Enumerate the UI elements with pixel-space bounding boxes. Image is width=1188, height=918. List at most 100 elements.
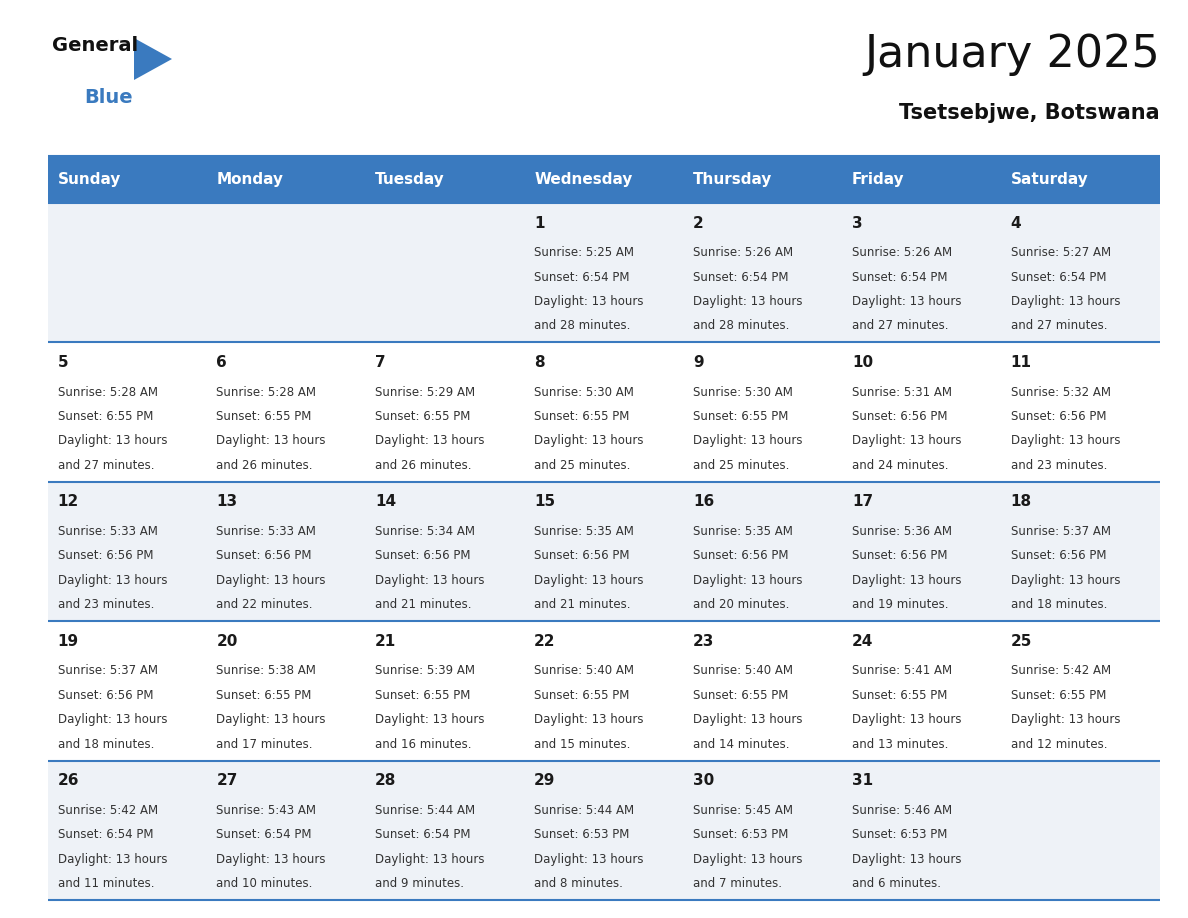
Text: and 13 minutes.: and 13 minutes. <box>852 737 948 751</box>
Bar <box>207 156 366 203</box>
Text: 12: 12 <box>57 495 78 509</box>
Bar <box>366 621 525 761</box>
Text: 6: 6 <box>216 355 227 370</box>
Text: 17: 17 <box>852 495 873 509</box>
Text: and 20 minutes.: and 20 minutes. <box>693 599 789 611</box>
Text: January 2025: January 2025 <box>864 33 1159 76</box>
Text: Daylight: 13 hours: Daylight: 13 hours <box>1011 434 1120 447</box>
Text: 29: 29 <box>535 773 556 789</box>
Bar <box>842 342 1001 482</box>
Text: Sunday: Sunday <box>57 172 121 187</box>
Text: Sunset: 6:55 PM: Sunset: 6:55 PM <box>535 410 630 423</box>
Text: Daylight: 13 hours: Daylight: 13 hours <box>375 574 485 587</box>
Text: Sunrise: 5:44 AM: Sunrise: 5:44 AM <box>375 804 475 817</box>
Text: Friday: Friday <box>852 172 904 187</box>
Bar <box>525 482 683 621</box>
Text: and 23 minutes.: and 23 minutes. <box>1011 459 1107 472</box>
Bar <box>48 342 207 482</box>
Text: Sunset: 6:56 PM: Sunset: 6:56 PM <box>852 549 947 563</box>
Text: Daylight: 13 hours: Daylight: 13 hours <box>852 713 961 726</box>
Text: Daylight: 13 hours: Daylight: 13 hours <box>852 574 961 587</box>
Text: Sunrise: 5:45 AM: Sunrise: 5:45 AM <box>693 804 792 817</box>
Text: and 9 minutes.: and 9 minutes. <box>375 877 465 890</box>
Text: and 14 minutes.: and 14 minutes. <box>693 737 790 751</box>
Text: Daylight: 13 hours: Daylight: 13 hours <box>216 434 326 447</box>
Text: Sunrise: 5:38 AM: Sunrise: 5:38 AM <box>216 665 316 677</box>
Text: 20: 20 <box>216 633 238 649</box>
Text: 27: 27 <box>216 773 238 789</box>
Text: Sunrise: 5:43 AM: Sunrise: 5:43 AM <box>216 804 316 817</box>
Text: Sunset: 6:54 PM: Sunset: 6:54 PM <box>1011 271 1106 284</box>
Bar <box>1001 482 1159 621</box>
Bar <box>207 621 366 761</box>
Text: Sunrise: 5:33 AM: Sunrise: 5:33 AM <box>216 525 316 538</box>
Text: 10: 10 <box>852 355 873 370</box>
Text: Monday: Monday <box>216 172 284 187</box>
Text: Sunset: 6:56 PM: Sunset: 6:56 PM <box>693 549 789 563</box>
Text: Daylight: 13 hours: Daylight: 13 hours <box>693 713 802 726</box>
Text: 8: 8 <box>535 355 545 370</box>
Bar <box>842 482 1001 621</box>
Text: and 27 minutes.: and 27 minutes. <box>852 319 948 332</box>
Text: and 15 minutes.: and 15 minutes. <box>535 737 631 751</box>
Text: Sunset: 6:53 PM: Sunset: 6:53 PM <box>535 828 630 841</box>
Bar <box>683 342 842 482</box>
Text: Daylight: 13 hours: Daylight: 13 hours <box>57 434 168 447</box>
Text: Daylight: 13 hours: Daylight: 13 hours <box>1011 295 1120 308</box>
Text: Daylight: 13 hours: Daylight: 13 hours <box>375 853 485 866</box>
Text: Tuesday: Tuesday <box>375 172 446 187</box>
Text: Sunset: 6:55 PM: Sunset: 6:55 PM <box>375 410 470 423</box>
Text: Sunrise: 5:36 AM: Sunrise: 5:36 AM <box>852 525 952 538</box>
Text: Daylight: 13 hours: Daylight: 13 hours <box>852 853 961 866</box>
Text: 30: 30 <box>693 773 714 789</box>
Text: 13: 13 <box>216 495 238 509</box>
Text: 21: 21 <box>375 633 397 649</box>
Bar <box>525 761 683 900</box>
Text: Thursday: Thursday <box>693 172 772 187</box>
Text: and 18 minutes.: and 18 minutes. <box>57 737 154 751</box>
Text: Daylight: 13 hours: Daylight: 13 hours <box>693 853 802 866</box>
Bar <box>683 761 842 900</box>
Bar <box>366 342 525 482</box>
Bar <box>366 156 525 203</box>
Bar <box>525 156 683 203</box>
Text: and 16 minutes.: and 16 minutes. <box>375 737 472 751</box>
Bar <box>48 156 207 203</box>
Bar <box>1001 203 1159 342</box>
Text: Sunset: 6:56 PM: Sunset: 6:56 PM <box>375 549 470 563</box>
Text: Sunrise: 5:30 AM: Sunrise: 5:30 AM <box>693 386 792 398</box>
Text: and 8 minutes.: and 8 minutes. <box>535 877 623 890</box>
Text: 19: 19 <box>57 633 78 649</box>
Text: Sunrise: 5:28 AM: Sunrise: 5:28 AM <box>57 386 158 398</box>
Text: Sunrise: 5:42 AM: Sunrise: 5:42 AM <box>1011 665 1111 677</box>
Text: Daylight: 13 hours: Daylight: 13 hours <box>535 434 644 447</box>
Text: Sunrise: 5:26 AM: Sunrise: 5:26 AM <box>852 246 952 259</box>
Text: and 21 minutes.: and 21 minutes. <box>375 599 472 611</box>
Text: Daylight: 13 hours: Daylight: 13 hours <box>216 713 326 726</box>
Text: 3: 3 <box>852 216 862 230</box>
Text: Daylight: 13 hours: Daylight: 13 hours <box>1011 713 1120 726</box>
Text: Sunset: 6:55 PM: Sunset: 6:55 PM <box>216 688 311 701</box>
Text: and 26 minutes.: and 26 minutes. <box>375 459 472 472</box>
Text: Sunset: 6:54 PM: Sunset: 6:54 PM <box>852 271 947 284</box>
Text: Tsetsebjwe, Botswana: Tsetsebjwe, Botswana <box>899 103 1159 123</box>
Text: Daylight: 13 hours: Daylight: 13 hours <box>693 295 802 308</box>
Bar <box>48 203 207 342</box>
Text: and 19 minutes.: and 19 minutes. <box>852 599 948 611</box>
Text: 31: 31 <box>852 773 873 789</box>
Text: Daylight: 13 hours: Daylight: 13 hours <box>852 295 961 308</box>
Bar <box>525 203 683 342</box>
Bar <box>366 203 525 342</box>
Text: Sunrise: 5:44 AM: Sunrise: 5:44 AM <box>535 804 634 817</box>
Text: Sunrise: 5:46 AM: Sunrise: 5:46 AM <box>852 804 952 817</box>
Text: Sunset: 6:54 PM: Sunset: 6:54 PM <box>375 828 470 841</box>
Text: 18: 18 <box>1011 495 1032 509</box>
Text: 16: 16 <box>693 495 714 509</box>
Text: and 25 minutes.: and 25 minutes. <box>693 459 789 472</box>
Text: and 28 minutes.: and 28 minutes. <box>535 319 631 332</box>
Text: Sunset: 6:55 PM: Sunset: 6:55 PM <box>852 688 947 701</box>
Bar <box>1001 761 1159 900</box>
Text: and 22 minutes.: and 22 minutes. <box>216 599 312 611</box>
Text: 11: 11 <box>1011 355 1031 370</box>
Text: and 24 minutes.: and 24 minutes. <box>852 459 948 472</box>
